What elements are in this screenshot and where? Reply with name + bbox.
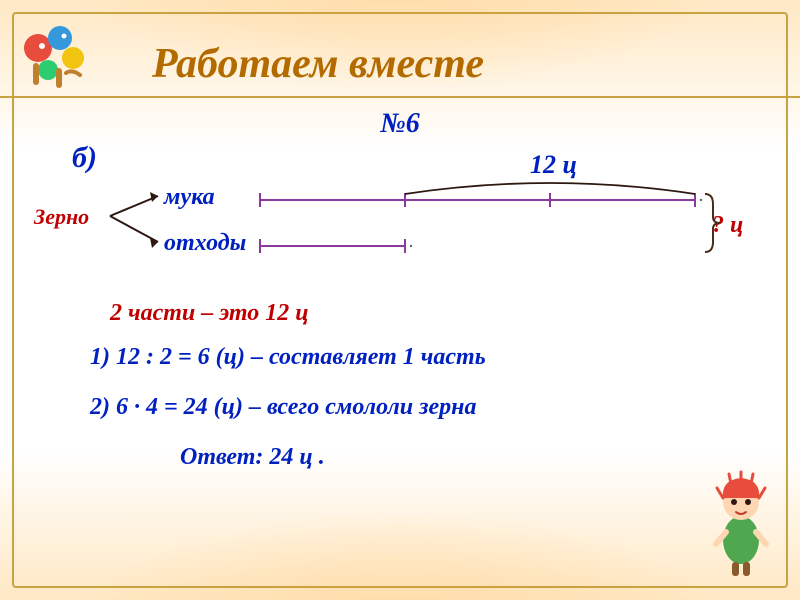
statement-red: 2 части – это 12 ц (110, 300, 309, 327)
step-2: 2) 6 · 4 = 24 (ц) – всего смололи зерна (90, 394, 476, 421)
title-underline (0, 96, 800, 98)
problem-number: №6 (380, 108, 420, 140)
sub-label: б) (72, 144, 97, 171)
root-label: Зерно (34, 204, 89, 230)
step-1: 1) 12 : 2 = 6 (ц) – составляет 1 часть (90, 344, 486, 371)
segment-diagram (100, 160, 720, 280)
character-icon (706, 470, 776, 580)
answer-line: Ответ: 24 ц . (180, 444, 325, 471)
slide-title: Работаем вместе (152, 40, 748, 88)
